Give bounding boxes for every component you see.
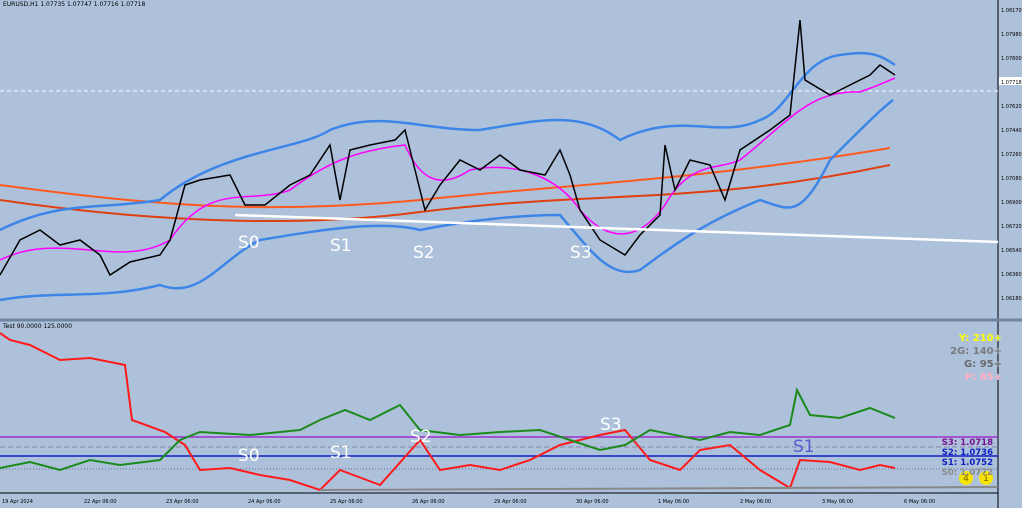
price-label: 1.07800 — [1001, 56, 1022, 62]
level-label: S1: 1.0752 — [942, 458, 993, 468]
indicator-header: Test 90.0000 125.0000 — [2, 323, 72, 330]
price-label: 1.07980 — [1001, 32, 1022, 38]
swing-label: S0 — [238, 446, 260, 466]
green-line — [0, 387, 896, 472]
red-line — [0, 332, 896, 492]
price-label: 1.08170 — [1001, 8, 1022, 14]
swing-label: S3 — [570, 243, 592, 263]
time-label: 23 Apr 06:00 — [166, 499, 199, 505]
symbol-header: EURUSD,H1 1.07735 1.07747 1.07716 1.0771… — [3, 1, 145, 8]
base-line — [319, 486, 999, 491]
badge — [979, 471, 993, 485]
trendline — [234, 213, 999, 244]
time-label: 24 Apr 06:00 — [248, 499, 281, 505]
time-label: 29 Apr 06:00 — [494, 499, 527, 505]
time-label: 1 May 06:00 — [658, 499, 689, 505]
swing-label: S1 — [793, 437, 815, 457]
legend-entry: 2G: 140+ — [950, 346, 1002, 357]
price-series — [0, 19, 896, 277]
price-label: 1.07718 — [1001, 80, 1022, 86]
time-label: 19 Apr 2024 — [2, 499, 33, 505]
level-label: S2: 1.0736 — [942, 448, 993, 458]
bollinger-lower — [0, 99, 894, 302]
badge — [959, 471, 973, 485]
time-label: 30 Apr 06:00 — [576, 499, 609, 505]
price-marker — [999, 77, 1022, 85]
swing-label: S2 — [410, 427, 432, 447]
swing-label: S1 — [330, 443, 352, 463]
legend-entry: Y: 210+ — [958, 333, 1002, 344]
swing-label: S1 — [330, 236, 352, 256]
ma-slower — [0, 164, 891, 223]
price-label: 1.06720 — [1001, 224, 1022, 230]
time-label: 22 Apr 06:00 — [84, 499, 117, 505]
badge-label: 1 — [983, 474, 989, 484]
time-label: 2 May 06:00 — [740, 499, 771, 505]
time-label: 3 May 06:00 — [822, 499, 853, 505]
price-label: 1.06360 — [1001, 272, 1022, 278]
price-label: 1.06900 — [1001, 200, 1022, 206]
ma-fast — [0, 77, 896, 261]
price-label: 1.07440 — [1001, 128, 1022, 134]
price-label: 1.07080 — [1001, 176, 1022, 182]
ma-slow — [0, 147, 891, 209]
time-label: 26 Apr 06:00 — [412, 499, 445, 505]
legend-entry: P: 65+ — [965, 372, 1002, 383]
swing-label: S3 — [600, 415, 622, 435]
time-label: 25 Apr 06:00 — [330, 499, 363, 505]
legend-entry: G: 95+ — [964, 359, 1002, 370]
badge-label: 4 — [963, 474, 969, 484]
time-label: 6 May 06:00 — [904, 499, 935, 505]
price-label: 1.07260 — [1001, 152, 1022, 158]
swing-label: S0 — [238, 233, 260, 253]
level-label: S0: 1.0772 — [942, 468, 993, 478]
price-label: 1.06540 — [1001, 248, 1022, 254]
price-label: 1.06180 — [1001, 296, 1022, 302]
level-label: S3: 1.0718 — [942, 438, 993, 448]
swing-label: S2 — [413, 243, 435, 263]
bollinger-upper — [0, 51, 896, 232]
price-label: 1.07620 — [1001, 104, 1022, 110]
